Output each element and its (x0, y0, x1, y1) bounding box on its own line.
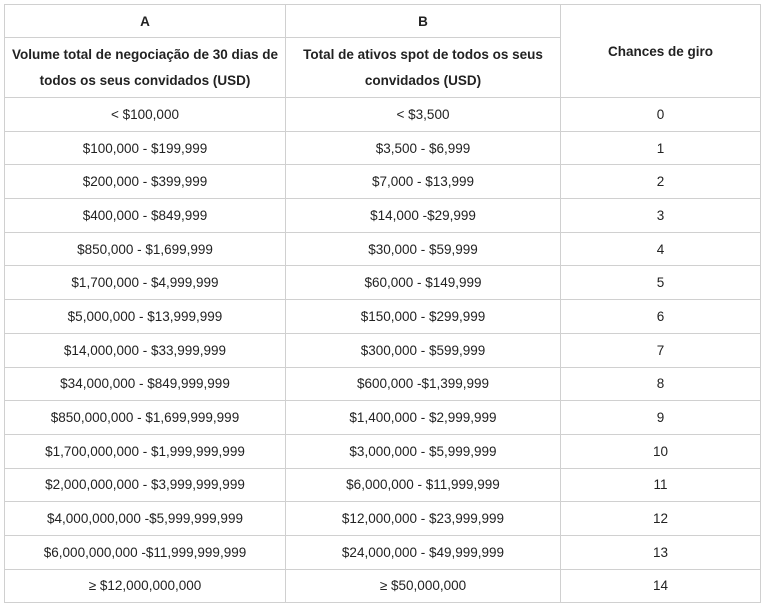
col-a-title: Volume total de negociação de 30 dias de… (4, 37, 286, 98)
table-row: $4,000,000,000 -$5,999,999,999 $12,000,00… (4, 501, 761, 536)
cell-a: $850,000,000 - $1,699,999,999 (4, 400, 286, 435)
col-b-letter: B (285, 4, 561, 38)
cell-a: $400,000 - $849,999 (4, 198, 286, 233)
cell-a: $200,000 - $399,999 (4, 164, 286, 200)
col-a-letter: A (4, 4, 286, 38)
cell-b: $600,000 -$1,399,999 (285, 366, 561, 402)
cell-a: $1,700,000 - $4,999,999 (4, 265, 286, 301)
table-row: $1,700,000 - $4,999,999 $60,000 - $149,99… (4, 265, 761, 301)
table-row: $850,000,000 - $1,699,999,999 $1,400,000 … (4, 400, 761, 435)
cell-a: $34,000,000 - $849,999,999 (4, 366, 286, 402)
cell-b: ≥ $50,000,000 (285, 568, 561, 604)
cell-b: $1,400,000 - $2,999,999 (285, 400, 561, 435)
col-b-title: Total de ativos spot de todos os seus co… (285, 37, 561, 98)
cell-c: 5 (560, 265, 761, 301)
table-row: $1,700,000,000 - $1,999,999,999 $3,000,00… (4, 433, 761, 469)
cell-b: $24,000,000 - $49,999,999 (285, 534, 561, 570)
table-row: $5,000,000 - $13,999,999 $150,000 - $299,… (4, 299, 761, 334)
cell-b: $60,000 - $149,999 (285, 265, 561, 301)
cell-a: $100,000 - $199,999 (4, 130, 286, 166)
cell-c: 7 (560, 332, 761, 368)
cell-a: ≥ $12,000,000,000 (4, 568, 286, 604)
table-row: $14,000,000 - $33,999,999 $300,000 - $599… (4, 332, 761, 368)
cell-b: $150,000 - $299,999 (285, 299, 561, 334)
cell-a: $14,000,000 - $33,999,999 (4, 332, 286, 368)
cell-c: 8 (560, 366, 761, 402)
cell-c: 14 (560, 568, 761, 604)
cell-b: $30,000 - $59,999 (285, 231, 561, 267)
table-row: $2,000,000,000 - $3,999,999,999 $6,000,00… (4, 467, 761, 503)
table-row: $100,000 - $199,999 $3,500 - $6,999 1 (4, 130, 761, 166)
cell-a: $1,700,000,000 - $1,999,999,999 (4, 433, 286, 469)
spin-chances-table: A B Chances de giro Volume total de nego… (4, 4, 761, 604)
cell-a: $2,000,000,000 - $3,999,999,999 (4, 467, 286, 503)
table-row: $34,000,000 - $849,999,999 $600,000 -$1,3… (4, 366, 761, 402)
cell-b: $300,000 - $599,999 (285, 332, 561, 368)
table-row: $850,000 - $1,699,999 $30,000 - $59,999 4 (4, 231, 761, 267)
cell-a: $850,000 - $1,699,999 (4, 231, 286, 267)
table-row: < $100,000 < $3,500 0 (4, 97, 761, 132)
table-row: $400,000 - $849,999 $14,000 -$29,999 3 (4, 198, 761, 233)
cell-a: $5,000,000 - $13,999,999 (4, 299, 286, 334)
cell-c: 6 (560, 299, 761, 334)
cell-b: $3,500 - $6,999 (285, 130, 561, 166)
cell-a: < $100,000 (4, 97, 286, 132)
cell-b: $3,000,000 - $5,999,999 (285, 433, 561, 469)
cell-b: $7,000 - $13,999 (285, 164, 561, 200)
cell-b: $12,000,000 - $23,999,999 (285, 501, 561, 536)
cell-b: $6,000,000 - $11,999,999 (285, 467, 561, 503)
cell-c: 12 (560, 501, 761, 536)
cell-c: 13 (560, 534, 761, 570)
cell-c: 0 (560, 97, 761, 132)
cell-c: 4 (560, 231, 761, 267)
table-row: ≥ $12,000,000,000 ≥ $50,000,000 14 (4, 568, 761, 604)
cell-c: 3 (560, 198, 761, 233)
cell-b: $14,000 -$29,999 (285, 198, 561, 233)
cell-c: 1 (560, 130, 761, 166)
cell-a: $6,000,000,000 -$11,999,999,999 (4, 534, 286, 570)
cell-c: 9 (560, 400, 761, 435)
cell-a: $4,000,000,000 -$5,999,999,999 (4, 501, 286, 536)
table-row: $200,000 - $399,999 $7,000 - $13,999 2 (4, 164, 761, 200)
cell-c: 11 (560, 467, 761, 503)
cell-c: 2 (560, 164, 761, 200)
col-c-title: Chances de giro (560, 4, 761, 98)
cell-b: < $3,500 (285, 97, 561, 132)
table-row: $6,000,000,000 -$11,999,999,999 $24,000,0… (4, 534, 761, 570)
cell-c: 10 (560, 433, 761, 469)
